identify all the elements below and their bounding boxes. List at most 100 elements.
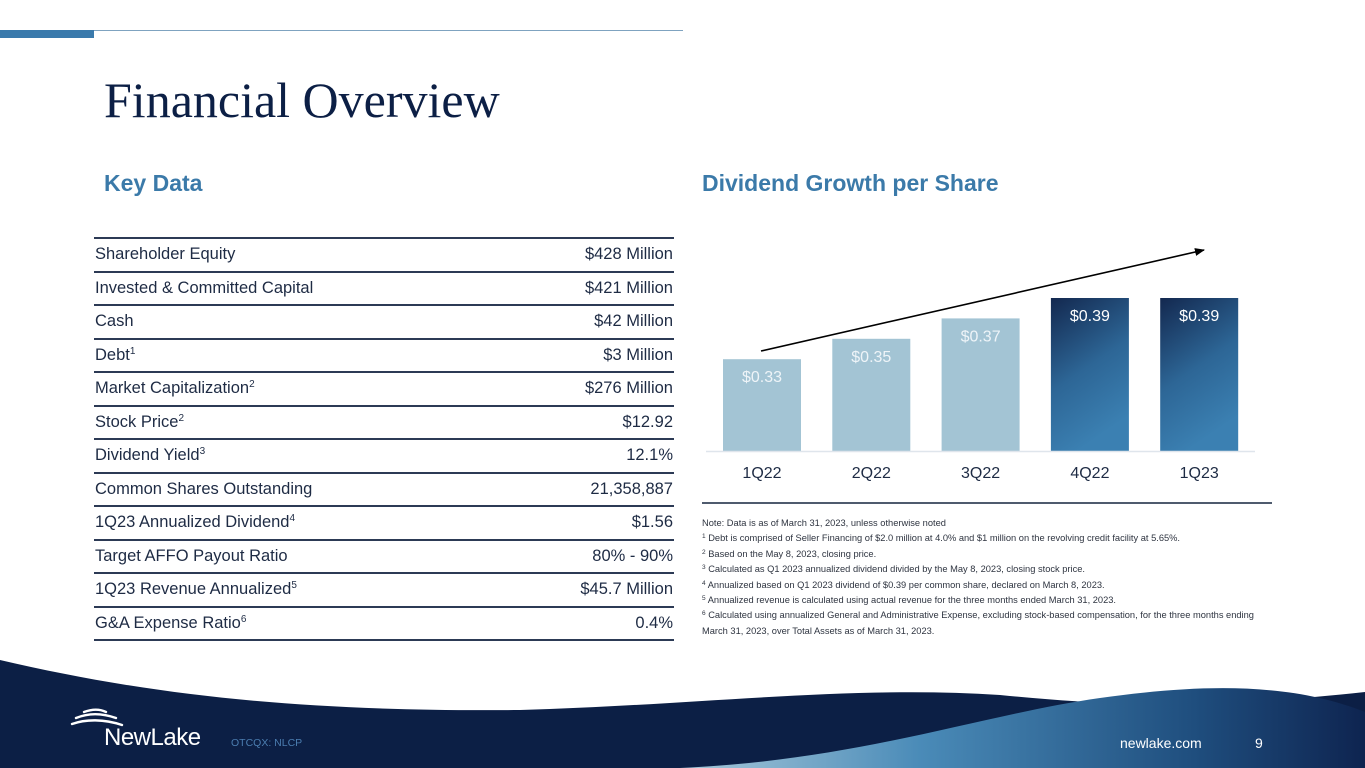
data-label: $0.35 [851,349,891,366]
footnote-number: 4 [702,579,706,587]
key-data-label: Common Shares Outstanding [94,471,500,506]
key-data-row: Debt1 $3 Million [94,337,674,372]
website-link[interactable]: newlake.com [1120,735,1202,751]
dividend-chart: $0.33 1Q22 $0.35 2Q22 $0.37 3Q22 $0.39 4Q22 $0.3… [706,248,1255,482]
key-data-value: $421 Million [499,270,674,305]
footnote: 5 Annualized revenue is calculated using… [702,593,1272,608]
page-title: Financial Overview [104,72,500,128]
key-data-row: Target AFFO Payout Ratio 80% - 90% [94,538,674,573]
footnote-ref: 4 [289,513,296,525]
key-data-label: 1Q23 Revenue Annualized5 [94,572,500,607]
data-label: $0.37 [961,328,1001,345]
key-data-heading: Key Data [104,170,203,196]
key-data-row: Shareholder Equity $428 Million [94,237,674,272]
newlake-wave-icon [70,708,124,727]
key-data-row: Market Capitalization2 $276 Million [94,371,674,406]
footnote-text: Calculated as Q1 2023 annualized dividen… [708,564,1085,575]
key-data-label-text: Common Shares Outstanding [95,479,313,498]
key-data-label-text: Market Capitalization [95,379,250,398]
bar-3Q22 [941,318,1020,451]
footnote-ref: 6 [240,613,247,625]
footnote-text: Calculated using annualized General and … [702,610,1254,636]
key-data-label: 1Q23 Annualized Dividend4 [94,505,500,540]
key-data-value: 21,358,887 [499,471,674,506]
key-data-label-text: Invested & Committed Capital [95,278,314,297]
bar-1Q22 [723,359,801,451]
key-data-label-text: 1Q23 Revenue Annualized [95,580,292,599]
key-data-label-text: G&A Expense Ratio [95,613,241,632]
data-label: $0.33 [742,369,782,386]
key-data-value: 0.4% [499,605,674,641]
x-tick-label: 4Q22 [1070,465,1109,482]
key-data-label-text: 1Q23 Annualized Dividend [95,513,290,532]
key-data-row: Stock Price2 $12.92 [94,404,674,439]
key-data-label: Cash [94,304,500,339]
x-tick-label: 2Q22 [852,465,891,482]
key-data-label-text: Stock Price [95,412,179,431]
bar-2Q22 [832,338,911,451]
key-data-label: G&A Expense Ratio6 [94,605,500,641]
top-rule [94,30,683,31]
footnote: 1 Debt is comprised of Seller Financing … [702,531,1272,546]
key-data-label: Debt1 [94,337,500,372]
bar-4Q22 [1050,298,1129,451]
footnote-text: Based on the May 8, 2023, closing price. [708,548,877,559]
ticker-symbol: OTCQX: NLCP [231,737,303,749]
top-accent-bar [0,30,94,38]
key-data-label: Market Capitalization2 [94,371,500,406]
footnote-ref: 2 [249,379,255,391]
data-label: $0.39 [1070,308,1110,325]
footnotes: Note: Data is as of March 31, 2023, unle… [702,516,1272,639]
x-tick-label: 1Q23 [1180,465,1219,482]
footnote-number: 5 [702,595,706,603]
x-tick-label: 3Q22 [961,465,1000,482]
trend-arrow [760,248,1205,352]
key-data-label-text: Shareholder Equity [95,245,236,264]
brand-logo-text: NewLake [104,724,201,751]
footnote: 4 Annualized based on Q1 2023 dividend o… [702,578,1272,593]
footnote-intro: Note: Data is as of March 31, 2023, unle… [702,518,946,528]
footnote-text: Annualized revenue is calculated using a… [707,595,1116,606]
footnote-ref: 2 [178,412,185,424]
key-data-row: Dividend Yield3 12.1% [94,438,674,473]
key-data-label: Target AFFO Payout Ratio [94,538,500,573]
footnote-text: Annualized based on Q1 2023 dividend of … [707,579,1105,590]
footnote: 3 Calculated as Q1 2023 annualized divid… [702,562,1272,577]
x-tick-label: 1Q22 [742,465,781,482]
key-data-label: Shareholder Equity [94,237,500,272]
footer-wave [0,660,1365,768]
key-data-value: $42 Million [499,304,674,339]
key-data-row: Common Shares Outstanding 21,358,887 [94,471,674,506]
key-data-label-text: Dividend Yield [95,446,200,465]
key-data-row: 1Q23 Annualized Dividend4 $1.56 [94,505,674,540]
footnote-text: Debt is comprised of Seller Financing of… [708,533,1181,544]
footnote-ref: 5 [291,580,297,592]
key-data-value: 80% - 90% [499,538,674,573]
key-data-value: $1.56 [499,505,674,540]
key-data-value: $276 Million [499,371,674,406]
key-data-value: $3 Million [499,337,674,372]
key-data-row: Invested & Committed Capital $421 Million [94,270,674,305]
key-data-label-text: Debt [95,345,130,364]
key-data-row: G&A Expense Ratio6 0.4% [94,605,674,641]
key-data-value: 12.1% [499,438,674,473]
footnote-number: 1 [702,533,706,541]
key-data-value: $45.7 Million [499,572,674,607]
chart-title: Dividend Growth per Share [702,170,999,196]
key-data-value: $428 Million [499,237,674,272]
page-number: 9 [1255,735,1263,751]
key-data-row: Cash $42 Million [94,304,674,339]
key-data-label: Invested & Committed Capital [94,270,500,305]
footnote-number: 2 [702,548,706,556]
key-data-row: 1Q23 Revenue Annualized5 $45.7 Million [94,572,674,607]
chart-divider [702,502,1272,504]
footnote: 2 Based on the May 8, 2023, closing pric… [702,547,1272,562]
key-data-table: Shareholder Equity $428 Million Invested &… [94,237,674,641]
footnote-number: 3 [702,564,706,572]
key-data-label: Stock Price2 [94,404,500,439]
key-data-label: Dividend Yield3 [94,438,500,473]
bar-1Q23 [1160,298,1239,451]
key-data-value: $12.92 [499,404,674,439]
footnote-number: 6 [702,610,706,618]
footnote: 6 Calculated using annualized General an… [702,608,1272,639]
